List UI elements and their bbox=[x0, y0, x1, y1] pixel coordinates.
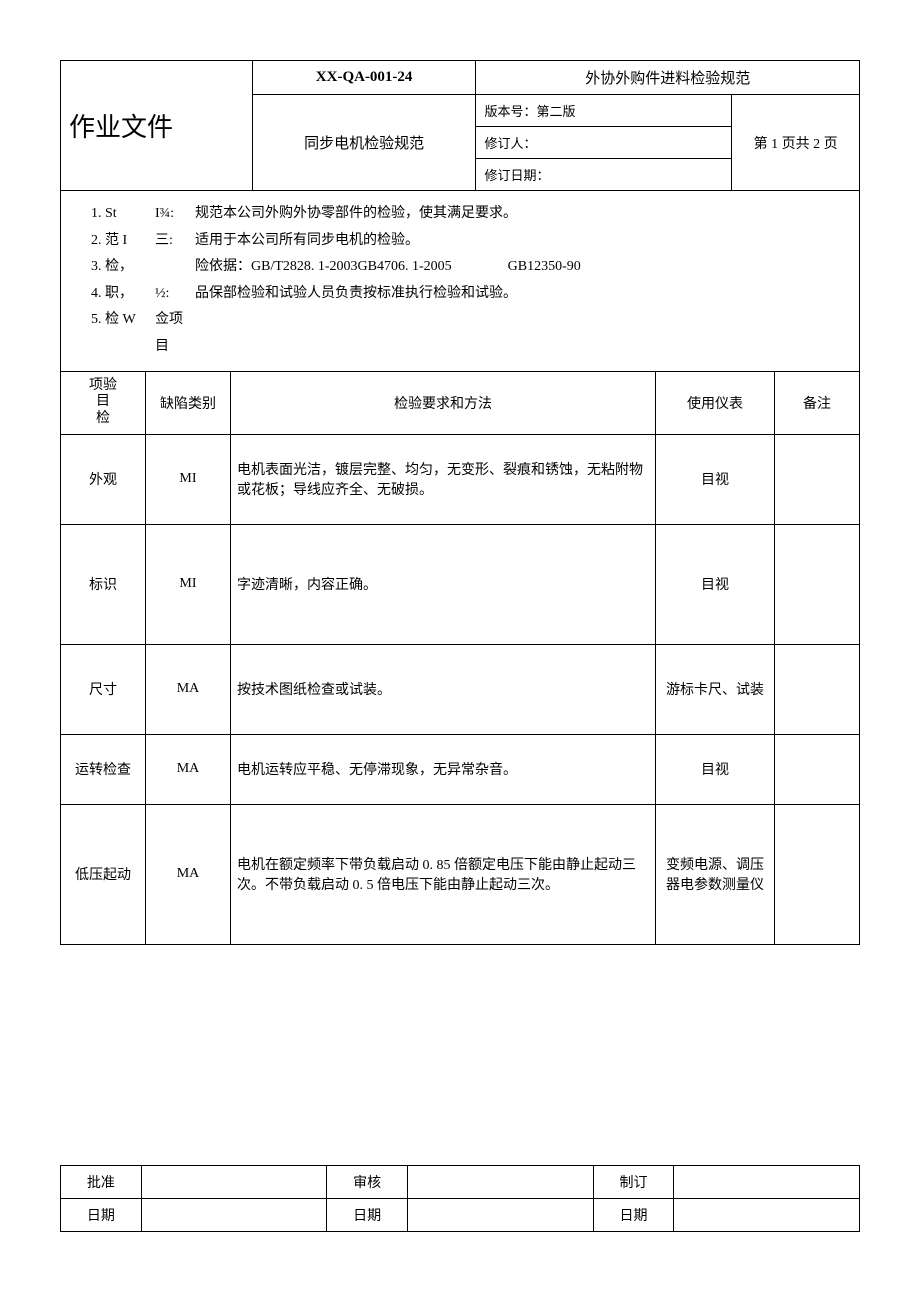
doc-code: XX-QA-001-24 bbox=[252, 61, 476, 95]
col-header-defect: 缺陷类别 bbox=[145, 371, 230, 434]
footer-row-1: 批准 审核 制订 bbox=[61, 1165, 860, 1198]
cell-instrument: 游标卡尺、试装 bbox=[655, 644, 774, 734]
cell-defect: MA bbox=[145, 804, 230, 944]
cell-instrument: 变频电源、调压器电参数测量仪 bbox=[655, 804, 774, 944]
intro-content: 适用于本公司所有同步电机的检验。 bbox=[195, 228, 843, 255]
cell-defect: MA bbox=[145, 734, 230, 804]
footer-date-label: 日期 bbox=[593, 1198, 674, 1231]
cell-item: 运转检查 bbox=[61, 734, 146, 804]
cell-method: 按技术图纸检查或试装。 bbox=[230, 644, 655, 734]
footer-approve-label: 批准 bbox=[61, 1165, 142, 1198]
document-container: 作业文件 XX-QA-001-24 外协外购件进料检验规范 同步电机检验规范 版… bbox=[60, 60, 860, 1232]
table-row: 运转检查 MA 电机运转应平稳、无停滞现象，无异常杂音。 目视 bbox=[61, 734, 860, 804]
intro-sep: I¾: bbox=[155, 201, 195, 228]
page-info: 第 1 页共 2 页 bbox=[732, 95, 860, 191]
revise-date-label: 修订日期： bbox=[476, 159, 732, 191]
cell-item: 外观 bbox=[61, 434, 146, 524]
intro-content: 规范本公司外购外协零部件的检验，使其满足要求。 bbox=[195, 201, 843, 228]
cell-method: 电机在额定频率下带负载启动 0. 85 倍额定电压下能由静止起动三次。不带负载启… bbox=[230, 804, 655, 944]
footer-approve-value bbox=[141, 1165, 327, 1198]
col-header-remark: 备注 bbox=[774, 371, 859, 434]
intro-sep: 佥项目 bbox=[155, 307, 195, 360]
table-row: 标识 MI 字迹清晰，内容正确。 目视 bbox=[61, 524, 860, 644]
intro-label: 3. 检， bbox=[91, 254, 155, 281]
footer-row-2: 日期 日期 日期 bbox=[61, 1198, 860, 1231]
doc-title: 同步电机检验规范 bbox=[252, 95, 476, 191]
cell-defect: MA bbox=[145, 644, 230, 734]
header-table: 作业文件 XX-QA-001-24 外协外购件进料检验规范 同步电机检验规范 版… bbox=[60, 60, 860, 191]
intro-label: 1. St bbox=[91, 201, 155, 228]
intro-row: 5. 检 W 佥项目 bbox=[91, 307, 843, 360]
cell-remark bbox=[774, 524, 859, 644]
col-header-method: 检验要求和方法 bbox=[230, 371, 655, 434]
doc-type: 作业文件 bbox=[61, 61, 253, 191]
cell-instrument: 目视 bbox=[655, 734, 774, 804]
table-row: 低压起动 MA 电机在额定频率下带负载启动 0. 85 倍额定电压下能由静止起动… bbox=[61, 804, 860, 944]
intro-content: 险依据：GB/T2828. 1-2003GB4706. 1-2005 GB123… bbox=[195, 254, 843, 281]
footer-date-value bbox=[408, 1198, 594, 1231]
doc-category: 外协外购件进料检验规范 bbox=[476, 61, 860, 95]
intro-label: 2. 范 I bbox=[91, 228, 155, 255]
table-header-row: 项验目检 缺陷类别 检验要求和方法 使用仪表 备注 bbox=[61, 371, 860, 434]
reviser-label: 修订人： bbox=[476, 127, 732, 159]
cell-method: 字迹清晰，内容正确。 bbox=[230, 524, 655, 644]
cell-remark bbox=[774, 644, 859, 734]
table-row: 外观 MI 电机表面光洁，镀层完整、均匀，无变形、裂痕和锈蚀，无粘附物或花板；导… bbox=[61, 434, 860, 524]
intro-sep: ½: bbox=[155, 281, 195, 308]
cell-item: 低压起动 bbox=[61, 804, 146, 944]
intro-sep: 三: bbox=[155, 228, 195, 255]
intro-label: 5. 检 W bbox=[91, 307, 155, 334]
cell-item: 尺寸 bbox=[61, 644, 146, 734]
intro-content: 品保部检验和试验人员负责按标准执行检验和试验。 bbox=[195, 281, 843, 308]
intro-row: 4. 职， ½: 品保部检验和试验人员负责按标准执行检验和试验。 bbox=[91, 281, 843, 308]
footer-date-value bbox=[141, 1198, 327, 1231]
intro-row: 3. 检， 险依据：GB/T2828. 1-2003GB4706. 1-2005… bbox=[91, 254, 843, 281]
inspection-table: 项验目检 缺陷类别 检验要求和方法 使用仪表 备注 外观 MI 电机表面光洁，镀… bbox=[60, 371, 860, 945]
cell-remark bbox=[774, 734, 859, 804]
footer-draft-label: 制订 bbox=[593, 1165, 674, 1198]
intro-section: 1. St I¾: 规范本公司外购外协零部件的检验，使其满足要求。 2. 范 I… bbox=[60, 191, 860, 371]
cell-remark bbox=[774, 804, 859, 944]
col-header-instrument: 使用仪表 bbox=[655, 371, 774, 434]
footer-review-value bbox=[408, 1165, 594, 1198]
version-label: 版本号：第二版 bbox=[476, 95, 732, 127]
table-row: 尺寸 MA 按技术图纸检查或试装。 游标卡尺、试装 bbox=[61, 644, 860, 734]
footer-review-label: 审核 bbox=[327, 1165, 408, 1198]
footer-draft-value bbox=[674, 1165, 860, 1198]
cell-defect: MI bbox=[145, 434, 230, 524]
cell-instrument: 目视 bbox=[655, 524, 774, 644]
header-row-1: 作业文件 XX-QA-001-24 外协外购件进料检验规范 bbox=[61, 61, 860, 95]
cell-instrument: 目视 bbox=[655, 434, 774, 524]
cell-method: 电机运转应平稳、无停滞现象，无异常杂音。 bbox=[230, 734, 655, 804]
footer-date-value bbox=[674, 1198, 860, 1231]
footer-table: 批准 审核 制订 日期 日期 日期 bbox=[60, 1165, 860, 1232]
footer-date-label: 日期 bbox=[61, 1198, 142, 1231]
intro-row: 1. St I¾: 规范本公司外购外协零部件的检验，使其满足要求。 bbox=[91, 201, 843, 228]
cell-remark bbox=[774, 434, 859, 524]
footer-date-label: 日期 bbox=[327, 1198, 408, 1231]
cell-method: 电机表面光洁，镀层完整、均匀，无变形、裂痕和锈蚀，无粘附物或花板；导线应齐全、无… bbox=[230, 434, 655, 524]
cell-item: 标识 bbox=[61, 524, 146, 644]
col-header-item: 项验目检 bbox=[61, 371, 146, 434]
intro-label: 4. 职， bbox=[91, 281, 155, 308]
intro-row: 2. 范 I 三: 适用于本公司所有同步电机的检验。 bbox=[91, 228, 843, 255]
table-body: 外观 MI 电机表面光洁，镀层完整、均匀，无变形、裂痕和锈蚀，无粘附物或花板；导… bbox=[61, 434, 860, 944]
cell-defect: MI bbox=[145, 524, 230, 644]
